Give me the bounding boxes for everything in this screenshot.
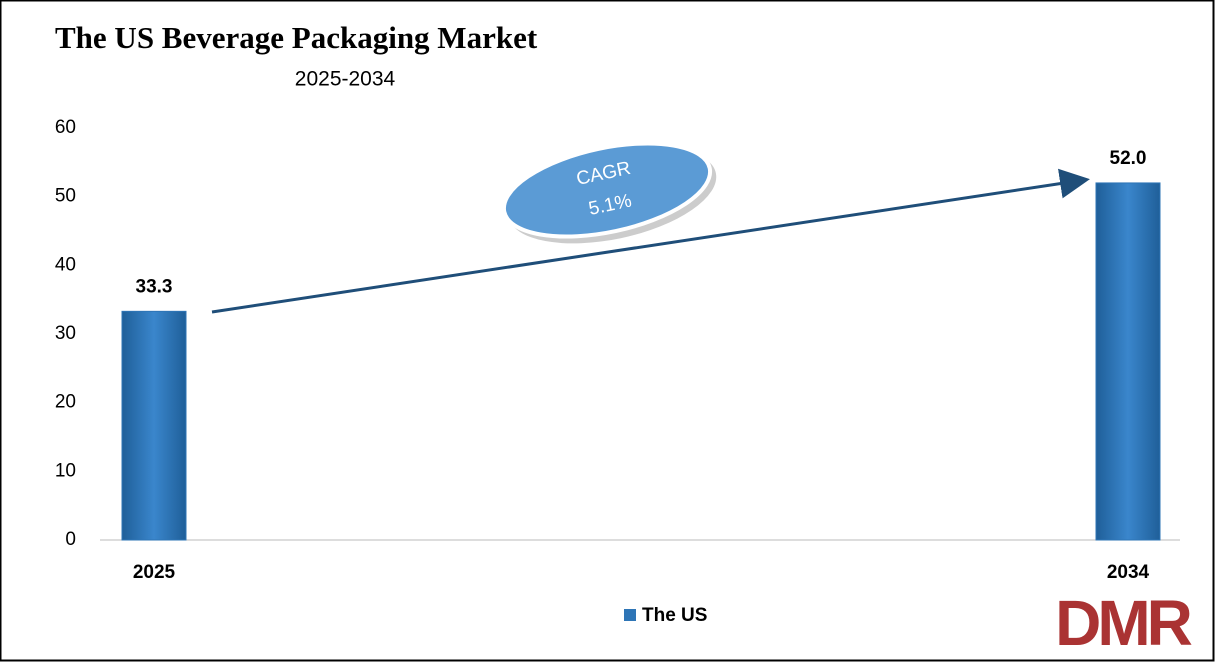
logo: DMR [1055,587,1196,659]
data-label: 52.0 [1110,148,1147,169]
x-tick-label: 2034 [1107,562,1150,583]
y-tick-label: 0 [65,529,76,550]
y-tick-label: 30 [55,323,76,344]
chart-title: The US Beverage Packaging Market [55,20,538,55]
bar [1095,182,1161,541]
bubble [501,141,713,239]
y-tick-label: 20 [55,392,76,413]
chart-subtitle: 2025-2034 [295,68,396,91]
x-tick-label: 2025 [133,562,176,583]
legend-swatch [624,609,636,621]
cagr-bubble: CAGR 5.1% [501,141,717,244]
legend-label: The US [642,605,707,626]
data-label: 33.3 [136,276,173,297]
y-tick-label: 60 [55,117,76,138]
bar [121,310,187,541]
y-tick-label: 50 [55,186,76,207]
y-tick-label: 40 [55,254,76,275]
y-tick-label: 10 [55,460,76,481]
logo-text: DMR [1055,587,1192,659]
cagr-arrow [211,168,1090,314]
